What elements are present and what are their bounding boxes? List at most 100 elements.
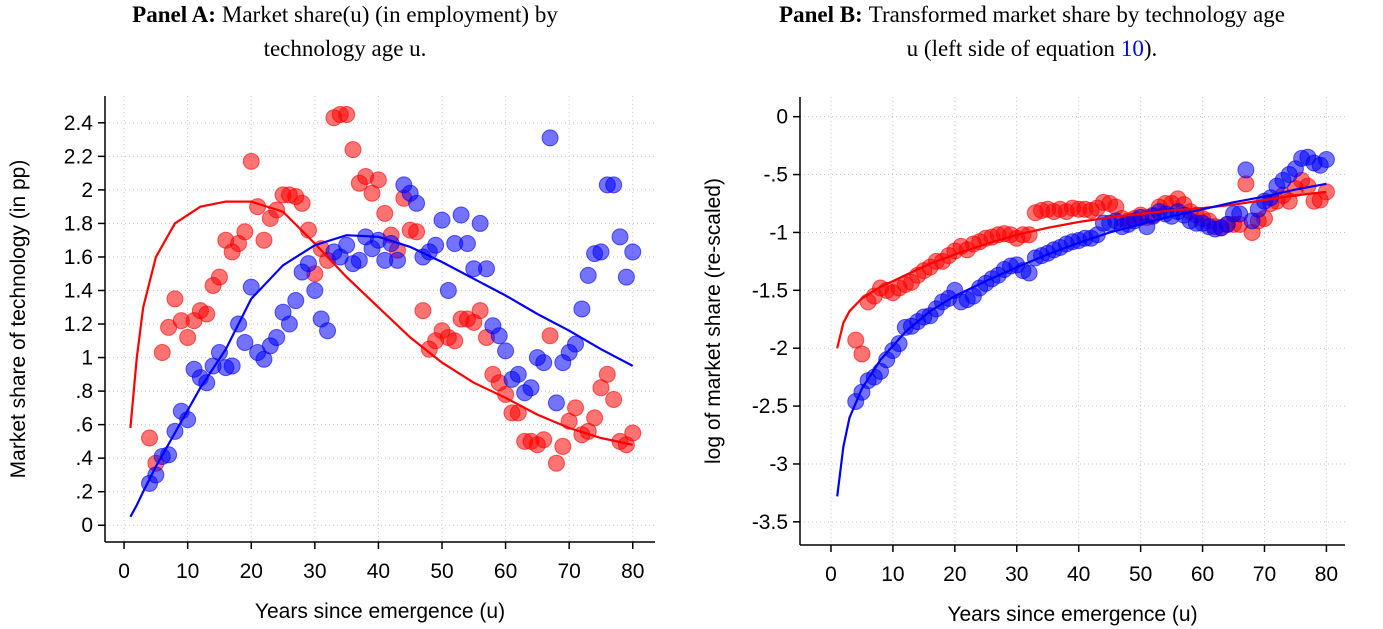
point <box>376 204 394 222</box>
y-tick-label: .4 <box>75 447 93 470</box>
y-tick-label: 1.6 <box>64 246 93 269</box>
point <box>369 171 387 189</box>
x-tick-label: 70 <box>1253 563 1276 586</box>
chart-title: u (left side of equation 10). <box>907 36 1158 61</box>
point <box>611 228 629 246</box>
y-tick-label: 0 <box>81 514 93 537</box>
point <box>497 342 515 360</box>
chart-title: Panel A: Market share(u) (in employment) … <box>132 2 558 27</box>
point <box>624 424 642 442</box>
y-axis-label: Market share of technology (in pp) <box>7 160 30 479</box>
point <box>1020 226 1038 244</box>
point <box>541 327 559 345</box>
title-line: Transformed market share by technology a… <box>869 2 1285 27</box>
fit-line <box>129 234 634 518</box>
y-tick-label: .8 <box>75 380 93 403</box>
title-ref: 10 <box>1121 36 1144 61</box>
point <box>350 251 368 269</box>
point <box>567 399 585 417</box>
x-tick-label: 50 <box>1129 563 1152 586</box>
y-axis-label: log of market share (re-scaled) <box>702 178 725 464</box>
x-tick-label: 40 <box>1067 563 1090 586</box>
x-axis-label: Years since emergence (u) <box>947 603 1197 626</box>
y-tick-label: 2 <box>81 179 93 202</box>
x-tick-label: 70 <box>557 560 580 583</box>
point <box>471 214 489 232</box>
x-tick-label: 60 <box>494 560 517 583</box>
point <box>478 260 496 278</box>
point <box>179 328 197 346</box>
point <box>268 328 286 346</box>
title-line: technology age u. <box>264 36 427 61</box>
point <box>242 278 260 296</box>
point <box>198 305 216 323</box>
point <box>408 194 426 212</box>
point <box>490 327 508 345</box>
x-tick-label: 30 <box>303 560 326 583</box>
point <box>408 223 426 241</box>
point <box>306 281 324 299</box>
point <box>433 211 451 229</box>
x-tick-label: 0 <box>825 563 837 586</box>
point <box>847 331 865 349</box>
point <box>535 354 553 372</box>
point <box>141 429 159 447</box>
point <box>605 390 623 408</box>
x-tick-label: 50 <box>430 560 453 583</box>
y-tick-label: 1 <box>81 347 93 370</box>
point <box>617 268 635 286</box>
x-tick-label: 20 <box>943 563 966 586</box>
point <box>547 394 565 412</box>
point <box>579 266 597 284</box>
y-tick-label: 1.8 <box>64 212 93 235</box>
y-tick-label: -3.5 <box>752 511 788 534</box>
point <box>567 335 585 353</box>
point <box>1317 151 1335 169</box>
y-tick-label: -.5 <box>763 164 788 187</box>
point <box>147 466 165 484</box>
y-tick-label: 2.2 <box>64 145 93 168</box>
point <box>890 335 908 353</box>
point <box>446 332 464 350</box>
point <box>547 454 565 472</box>
point <box>554 437 572 455</box>
point <box>1237 161 1255 179</box>
x-tick-label: 80 <box>1315 563 1338 586</box>
fit-line <box>836 182 1327 497</box>
point <box>471 302 489 320</box>
point <box>299 255 317 273</box>
point <box>166 290 184 308</box>
x-tick-label: 30 <box>1005 563 1028 586</box>
title-label: Panel B: <box>779 2 863 27</box>
y-tick-label: .2 <box>75 481 93 504</box>
point <box>522 379 540 397</box>
fit-line <box>129 200 633 446</box>
point <box>535 431 553 449</box>
x-tick-label: 0 <box>118 560 130 583</box>
fit-line <box>836 190 1327 349</box>
point <box>1020 264 1038 282</box>
y-tick-label: 1.2 <box>64 313 93 336</box>
chart-title: Panel B: Transformed market share by tech… <box>779 2 1285 27</box>
x-tick-label: 10 <box>176 560 199 583</box>
y-tick-label: -1 <box>769 221 788 244</box>
x-axis-label: Years since emergence (u) <box>255 600 505 623</box>
point <box>541 129 559 147</box>
y-tick-label: -3 <box>769 453 788 476</box>
y-tick-label: -1.5 <box>752 279 788 302</box>
point <box>509 365 527 383</box>
y-tick-label: -2.5 <box>752 395 788 418</box>
point <box>344 141 362 159</box>
point <box>293 194 311 212</box>
x-tick-label: 10 <box>881 563 904 586</box>
point <box>598 365 616 383</box>
point <box>153 344 171 362</box>
point <box>198 374 216 392</box>
point <box>624 243 642 261</box>
point <box>319 322 337 340</box>
title-line: u (left side of equation <box>907 36 1116 61</box>
point <box>338 236 356 254</box>
point <box>452 206 470 224</box>
x-tick-label: 20 <box>240 560 263 583</box>
